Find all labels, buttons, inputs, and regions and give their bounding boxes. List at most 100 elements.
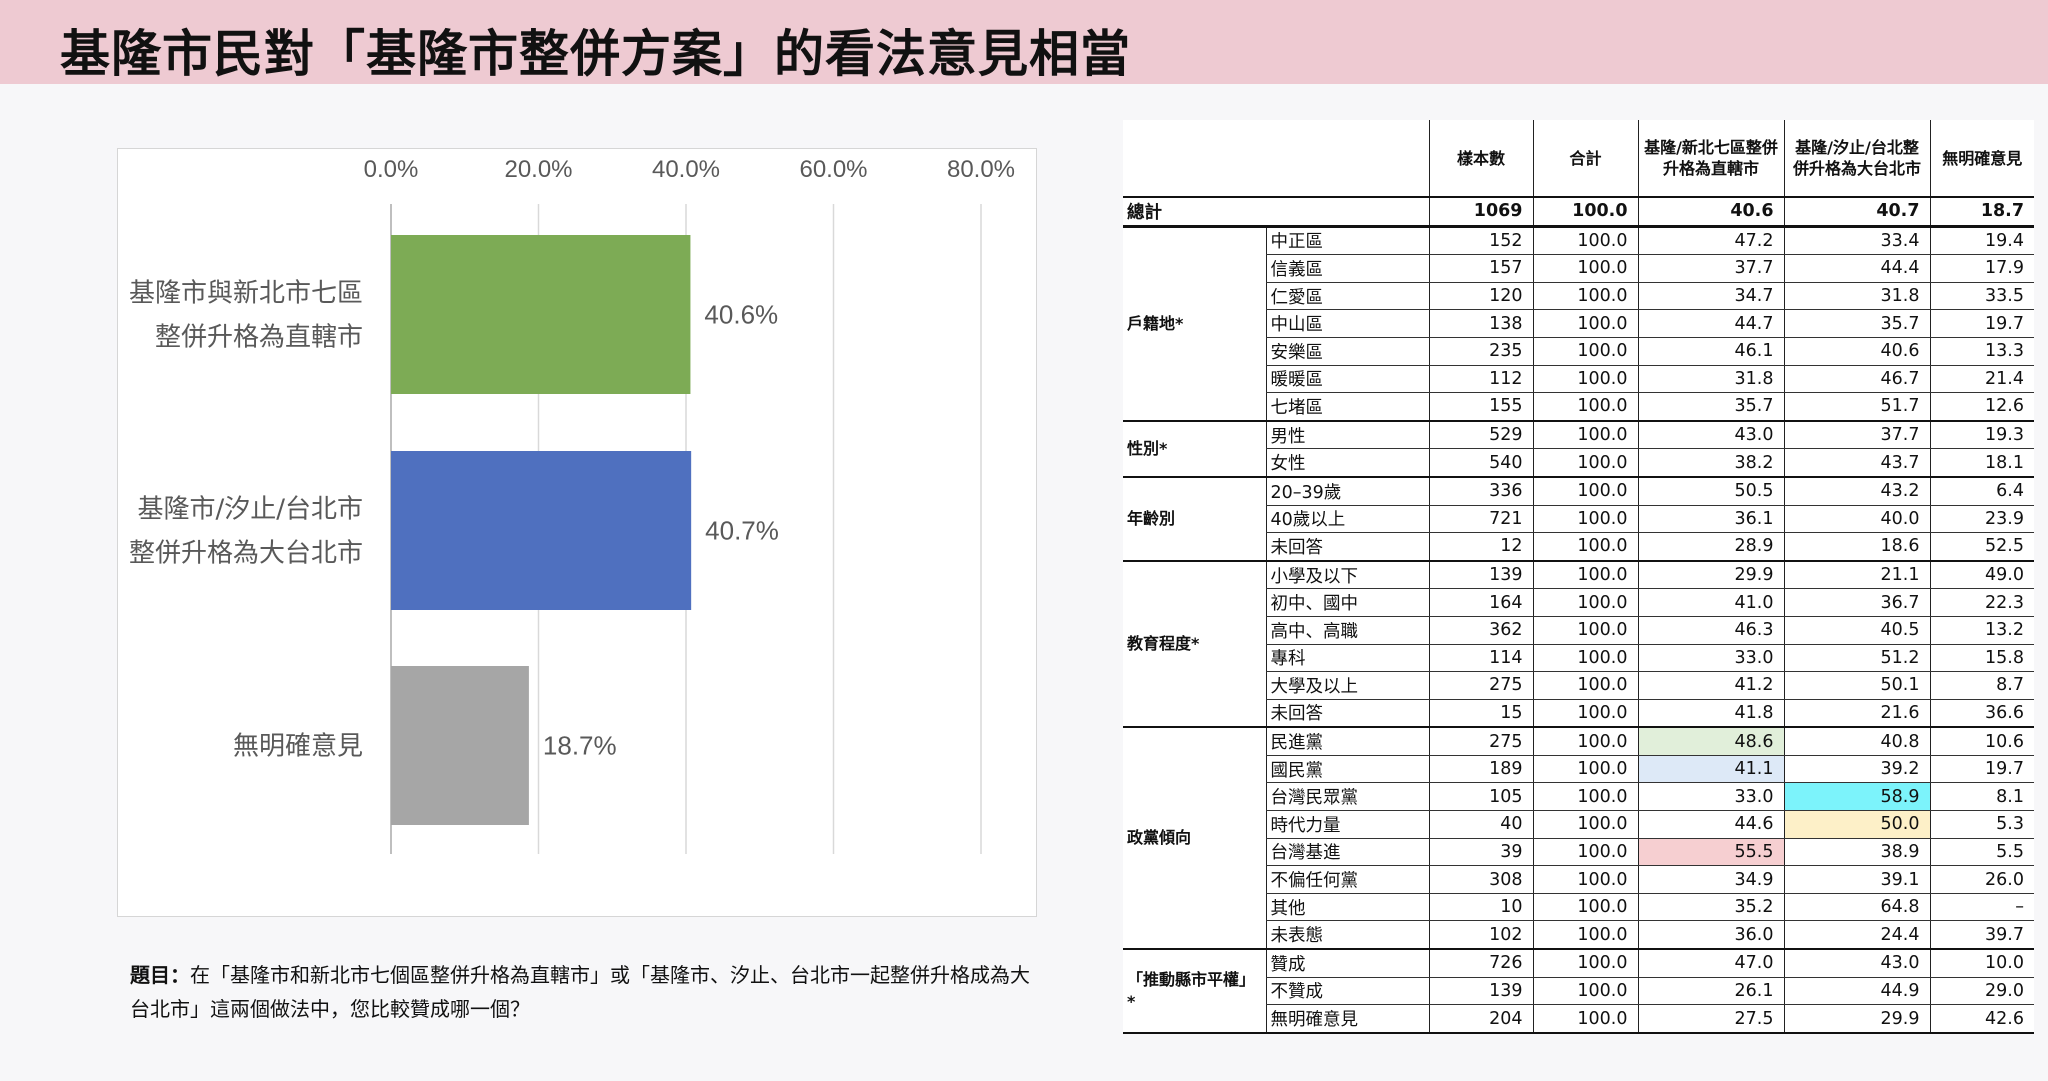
table-cell: 275 bbox=[1428, 671, 1533, 700]
table-cell: 31.8 bbox=[1637, 365, 1784, 394]
question-text: 題目：在「基隆市和新北市七個區整併升格為直轄市」或「基隆市、汐止、台北市一起整併… bbox=[130, 958, 1030, 1026]
row-label: 暖暖區 bbox=[1265, 365, 1429, 394]
table-cell: 100.0 bbox=[1532, 476, 1638, 506]
table-cell: 100.0 bbox=[1532, 197, 1638, 228]
table-cell: 43.0 bbox=[1637, 420, 1784, 450]
row-label: 男性 bbox=[1265, 420, 1429, 450]
table-cell: 37.7 bbox=[1783, 420, 1930, 450]
title-bar: 基隆市民對「基隆市整併方案」的看法意見相當 bbox=[0, 0, 2048, 84]
category-label: 基隆市/汐止/台北市 bbox=[137, 495, 363, 525]
table-cell: 189 bbox=[1428, 755, 1533, 784]
table-row: 教育程度* 小學及以下 139 100.0 29.9 21.1 49.0 bbox=[1123, 560, 2034, 729]
data-label: 40.6% bbox=[704, 300, 778, 330]
table-cell: 100.0 bbox=[1532, 699, 1638, 729]
table-cell: 64.8 bbox=[1783, 893, 1930, 922]
table-cell: 38.2 bbox=[1637, 448, 1784, 478]
column-header: 無明確意見 bbox=[1929, 120, 2034, 198]
table-row: 專科 114 100.0 33.0 51.2 15.8 bbox=[1123, 644, 2034, 673]
table-cell: 100.0 bbox=[1532, 505, 1638, 534]
table-cell: 50.5 bbox=[1637, 476, 1784, 506]
table-cell: 721 bbox=[1428, 505, 1533, 534]
table-row: 未表態 102 100.0 36.0 24.4 39.7 bbox=[1123, 920, 2034, 951]
table-row: 中山區 138 100.0 44.7 35.7 19.7 bbox=[1123, 309, 2034, 338]
table-cell: 38.9 bbox=[1783, 838, 1930, 867]
table-cell: 308 bbox=[1428, 865, 1533, 894]
table-cell: 235 bbox=[1428, 337, 1533, 366]
table-cell: 100.0 bbox=[1532, 365, 1638, 394]
row-label: 無明確意見 bbox=[1265, 1004, 1429, 1034]
table-header-row: 樣本數 合計 基隆/新北七區整併升格為直轄市 基隆/汐止/台北整併升格為大台北市 無明確… bbox=[1123, 120, 2034, 198]
table-cell: 19.7 bbox=[1929, 755, 2034, 784]
row-group-label: 教育程度* bbox=[1123, 560, 1266, 729]
row-label: 未回答 bbox=[1265, 532, 1429, 562]
crosstab-panel: 樣本數 合計 基隆/新北七區整併升格為直轄市 基隆/汐止/台北整併升格為大台北市 無明確… bbox=[1123, 120, 2034, 1034]
table-cell: 36.7 bbox=[1783, 588, 1930, 617]
row-label: 未回答 bbox=[1265, 699, 1429, 729]
category-label: 基隆市與新北市七區 bbox=[129, 279, 363, 309]
table-cell: 275 bbox=[1428, 727, 1533, 756]
table-cell: 44.9 bbox=[1783, 977, 1930, 1006]
table-cell: 50.1 bbox=[1783, 671, 1930, 700]
table-row: 戶籍地* 中正區 152 100.0 47.2 33.4 19.4 bbox=[1123, 226, 2034, 422]
table-row: 大學及以上 275 100.0 41.2 50.1 8.7 bbox=[1123, 671, 2034, 700]
table-cell: 36.1 bbox=[1637, 505, 1784, 534]
table-cell: 540 bbox=[1428, 448, 1533, 478]
table-cell: 100.0 bbox=[1532, 893, 1638, 922]
table-cell: 40.7 bbox=[1783, 197, 1930, 228]
row-label: 女性 bbox=[1265, 448, 1429, 478]
table-cell: 51.7 bbox=[1783, 392, 1930, 422]
table-cell: 36.6 bbox=[1929, 699, 2034, 729]
bar bbox=[391, 451, 692, 610]
crosstab-table: 樣本數 合計 基隆/新北七區整併升格為直轄市 基隆/汐止/台北整併升格為大台北市 無明確… bbox=[1123, 120, 2034, 1034]
table-cell: 26.1 bbox=[1637, 977, 1784, 1006]
table-cell: 41.2 bbox=[1637, 671, 1784, 700]
table-cell: 102 bbox=[1428, 920, 1533, 951]
row-label: 信義區 bbox=[1265, 254, 1429, 283]
row-label: 仁愛區 bbox=[1265, 282, 1429, 311]
table-cell: 42.6 bbox=[1929, 1004, 2034, 1034]
table-cell: 19.4 bbox=[1929, 226, 2034, 256]
row-group-label: 性別* bbox=[1123, 420, 1266, 478]
row-label: 民進黨 bbox=[1265, 727, 1429, 756]
table-cell: 48.6 bbox=[1637, 727, 1784, 756]
table-cell: 5.5 bbox=[1929, 838, 2034, 867]
row-label: 大學及以上 bbox=[1265, 671, 1429, 700]
table-row: 時代力量 40 100.0 44.6 50.0 5.3 bbox=[1123, 810, 2034, 839]
question-label: 題目： bbox=[130, 963, 190, 987]
table-cell: 40.8 bbox=[1783, 727, 1930, 756]
table-cell: 22.3 bbox=[1929, 588, 2034, 617]
table-cell: 1069 bbox=[1428, 197, 1533, 228]
table-cell: 55.5 bbox=[1637, 838, 1784, 867]
table-cell: 15.8 bbox=[1929, 644, 2034, 673]
row-group-label: 戶籍地* bbox=[1123, 226, 1266, 422]
table-cell: 41.1 bbox=[1637, 755, 1784, 784]
bar-chart-panel: 0.0% 20.0% 40.0% 60.0% 80.0% 40.6% 基隆市與新北市七區 整併… bbox=[117, 148, 1037, 917]
table-cell: 41.8 bbox=[1637, 699, 1784, 729]
table-cell: 39.7 bbox=[1929, 920, 2034, 951]
table-cell: 100.0 bbox=[1532, 727, 1638, 756]
table-cell: 46.1 bbox=[1637, 337, 1784, 366]
table-cell: 49.0 bbox=[1929, 560, 2034, 590]
table-cell: 46.3 bbox=[1637, 616, 1784, 645]
table-cell: 29.9 bbox=[1637, 560, 1784, 590]
row-label: 小學及以下 bbox=[1265, 560, 1429, 590]
table-cell: 47.0 bbox=[1637, 949, 1784, 978]
table-cell: 36.0 bbox=[1637, 920, 1784, 951]
table-cell: 529 bbox=[1428, 420, 1533, 450]
table-cell: 19.7 bbox=[1929, 309, 2034, 338]
table-cell: 362 bbox=[1428, 616, 1533, 645]
table-cell: 120 bbox=[1428, 282, 1533, 311]
row-label: 20–39歲 bbox=[1265, 476, 1429, 506]
x-tick-label: 40.0% bbox=[652, 156, 720, 183]
table-cell: 26.0 bbox=[1929, 865, 2034, 894]
row-label: 七堵區 bbox=[1265, 392, 1429, 422]
table-cell: 100.0 bbox=[1532, 671, 1638, 700]
table-cell: 46.7 bbox=[1783, 365, 1930, 394]
table-cell: 27.5 bbox=[1637, 1004, 1784, 1034]
table-cell: 100.0 bbox=[1532, 865, 1638, 894]
table-cell: 17.9 bbox=[1929, 254, 2034, 283]
table-cell: 8.1 bbox=[1929, 782, 2034, 812]
table-cell: 37.7 bbox=[1637, 254, 1784, 283]
table-cell: 47.2 bbox=[1637, 226, 1784, 256]
table-cell: 100.0 bbox=[1532, 392, 1638, 422]
